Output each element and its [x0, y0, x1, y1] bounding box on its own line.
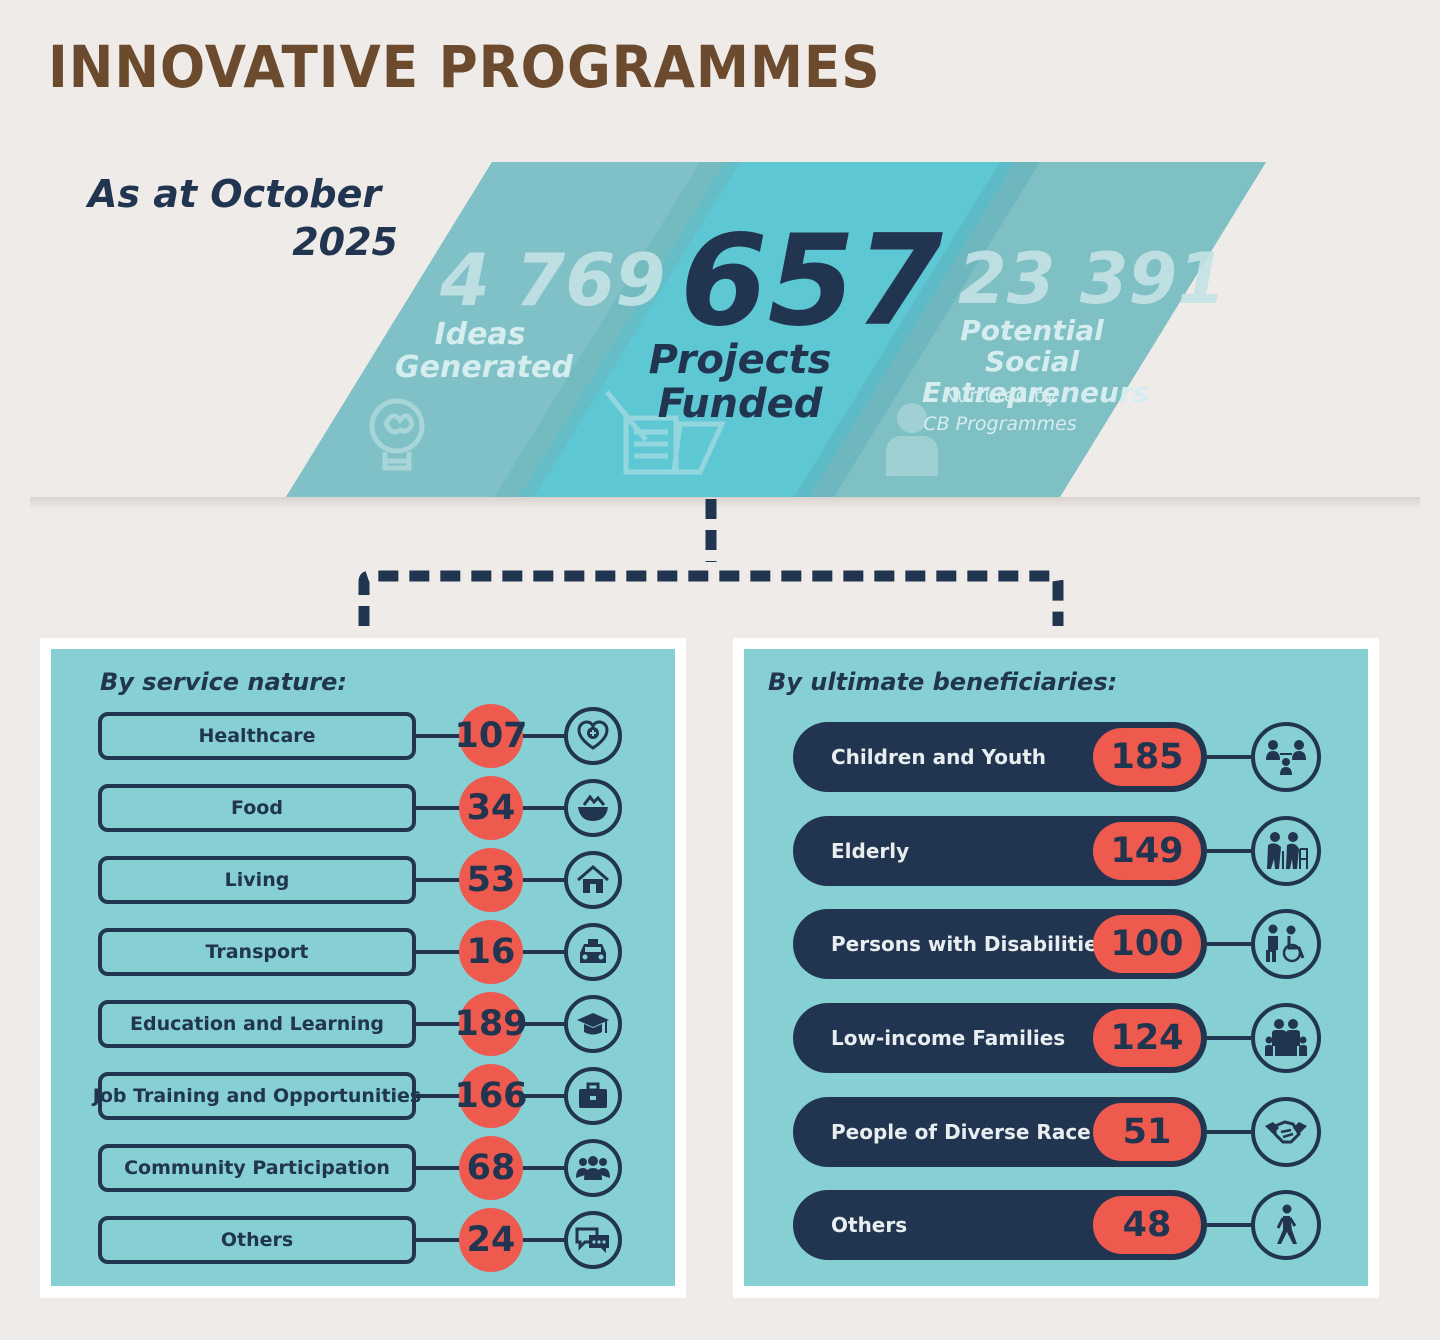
beneficiary-value: 48 — [1093, 1196, 1201, 1254]
as-at-date: As at October 2025 — [88, 170, 418, 266]
chat-bubbles-icon — [564, 1211, 622, 1269]
service-item-transport: Transport — [98, 928, 416, 976]
beneficiary-value: 185 — [1093, 728, 1201, 786]
projects-label: Projects Funded — [640, 338, 840, 426]
beneficiary-children-youth: Children and Youth 185 — [793, 722, 1207, 792]
beneficiaries-title: By ultimate beneficiaries: — [768, 668, 1118, 696]
service-value-community: 68 — [459, 1136, 523, 1200]
service-value-others: 24 — [459, 1208, 523, 1272]
service-item-education: Education and Learning — [98, 1000, 416, 1048]
beneficiary-label: Children and Youth — [831, 745, 1047, 769]
wheelchair-icon — [1251, 909, 1321, 979]
ideas-label-line1: Ideas — [434, 317, 526, 352]
beneficiary-elderly: Elderly 149 — [793, 816, 1207, 886]
graduation-cap-icon — [564, 995, 622, 1053]
beneficiary-label: Elderly — [831, 839, 910, 863]
connector-horizontal — [358, 570, 1064, 626]
as-at-line1: As at October — [88, 172, 382, 216]
service-item-living: Living — [98, 856, 416, 904]
heart-plus-icon — [564, 707, 622, 765]
lightbulb-brain-icon — [369, 398, 425, 471]
service-item-healthcare: Healthcare — [98, 712, 416, 760]
projects-label-line2: Funded — [657, 381, 823, 427]
document-pen-icon — [605, 390, 726, 475]
projects-value: 657 — [680, 207, 944, 354]
beneficiary-low-income: Low-income Families 124 — [793, 1003, 1207, 1073]
children-icon — [1251, 722, 1321, 792]
family-icon — [1251, 1003, 1321, 1073]
beneficiary-value: 100 — [1093, 915, 1201, 973]
briefcase-icon — [564, 1067, 622, 1125]
ideas-panel — [286, 162, 725, 497]
entrepreneurs-label-line2: Entrepreneurs — [922, 375, 1150, 409]
projects-label-line1: Projects — [648, 337, 832, 383]
beneficiary-value: 51 — [1093, 1103, 1201, 1161]
person-icon — [886, 403, 938, 476]
food-bowl-icon — [564, 779, 622, 837]
service-value-healthcare: 107 — [454, 704, 528, 768]
service-value-education: 189 — [454, 992, 528, 1056]
entrepreneurs-label: Potential Social Entrepreneurs — [922, 314, 1150, 409]
beneficiary-others: Others 48 — [793, 1190, 1207, 1260]
service-value-living: 53 — [459, 848, 523, 912]
page-title: INNOVATIVE PROGRAMMES — [48, 33, 881, 101]
entrepreneurs-value: 23 391 — [958, 238, 1226, 320]
house-icon — [564, 851, 622, 909]
people-group-icon — [564, 1139, 622, 1197]
stats-banner — [30, 162, 1420, 626]
handshake-icon — [1251, 1097, 1321, 1167]
service-item-food: Food — [98, 784, 416, 832]
walking-person-icon — [1251, 1190, 1321, 1260]
as-at-line2: 2025 — [292, 220, 398, 264]
projects-panel — [519, 162, 1015, 497]
beneficiary-label: People of Diverse Race — [831, 1120, 1091, 1144]
beneficiary-value: 124 — [1093, 1009, 1201, 1067]
service-value-food: 34 — [459, 776, 523, 840]
entrepreneurs-sublabel: Nurtured by CB Programmes — [905, 382, 1095, 438]
entrepreneurs-sub-line1: Nurtured by — [942, 385, 1058, 407]
service-value-job-training: 166 — [454, 1064, 528, 1128]
ideas-value: 4 769 — [440, 238, 666, 322]
beneficiary-diverse-race: People of Diverse Race 51 — [793, 1097, 1207, 1167]
service-item-job-training: Job Training and Opportunities — [93, 1072, 421, 1120]
entrepreneurs-panel — [809, 162, 1266, 497]
elderly-icon — [1251, 816, 1321, 886]
beneficiary-label: Persons with Disabilities — [831, 932, 1110, 956]
service-title: By service nature: — [100, 668, 347, 696]
entrepreneurs-label-line1: Potential Social — [960, 314, 1104, 378]
beneficiary-disabilities: Persons with Disabilities 100 — [793, 909, 1207, 979]
beneficiary-label: Low-income Families — [831, 1026, 1066, 1050]
car-icon — [564, 923, 622, 981]
beneficiary-value: 149 — [1093, 822, 1201, 880]
ideas-label-line2: Generated — [395, 350, 573, 385]
entrepreneurs-sub-line2: CB Programmes — [923, 413, 1077, 435]
ideas-label: Ideas Generated — [395, 317, 573, 385]
service-item-others: Others — [98, 1216, 416, 1264]
service-value-transport: 16 — [459, 920, 523, 984]
service-item-community: Community Participation — [98, 1144, 416, 1192]
beneficiary-label: Others — [831, 1213, 908, 1237]
